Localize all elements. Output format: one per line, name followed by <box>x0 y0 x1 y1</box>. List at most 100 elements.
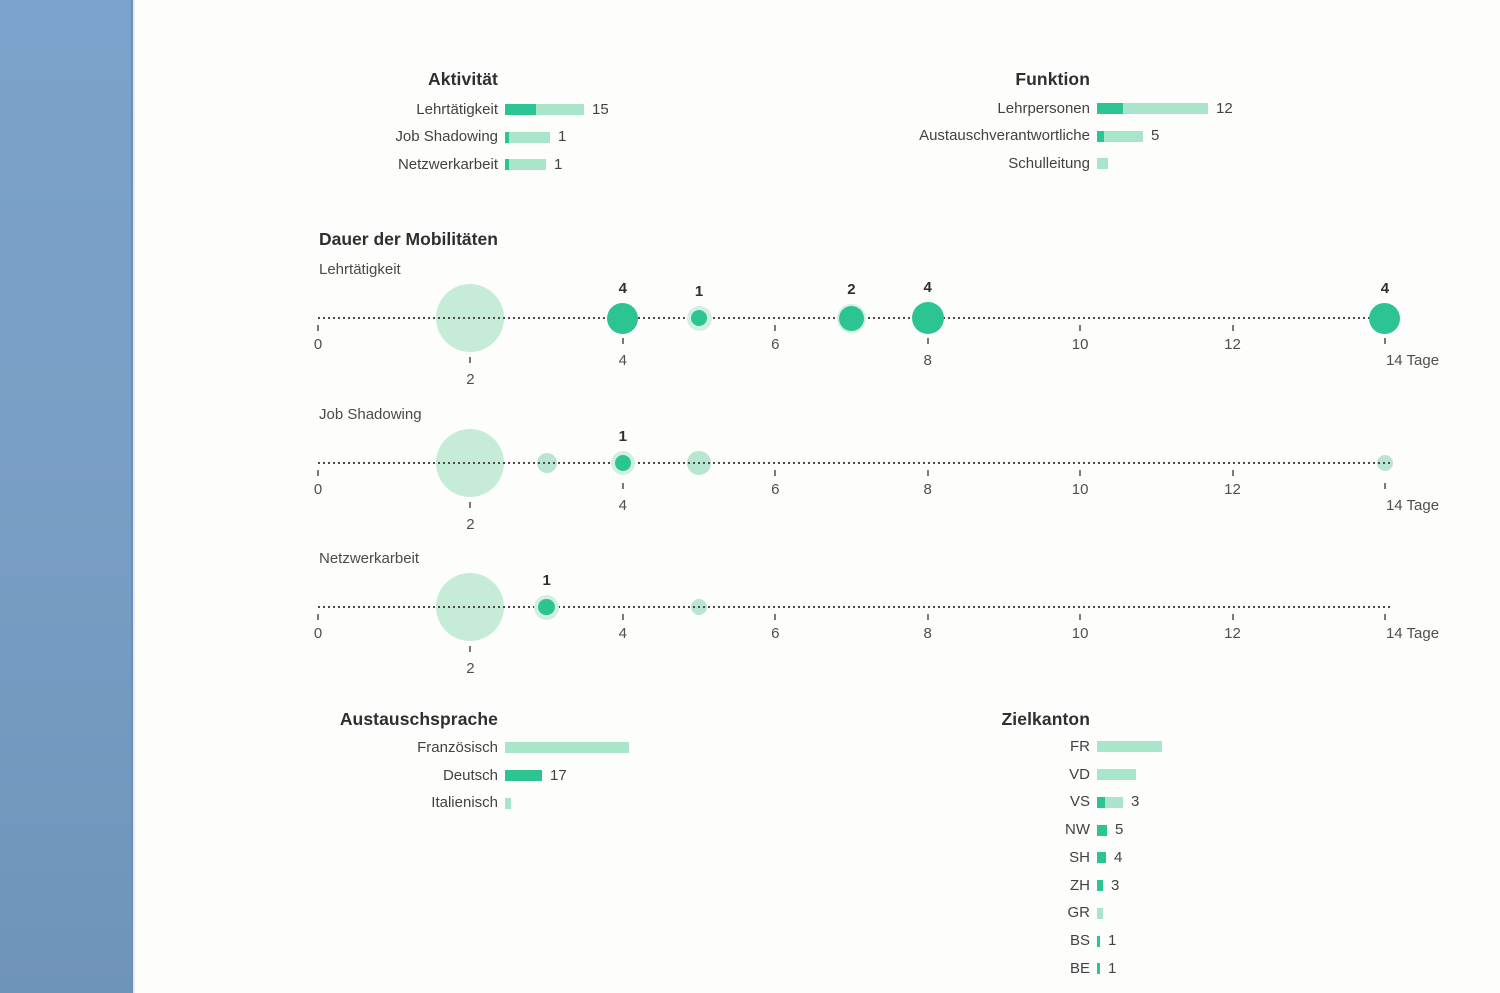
duration-bubble-value: 4 <box>923 279 932 296</box>
axis-tick-label: 0 <box>313 481 323 498</box>
bar-dark-segment[interactable] <box>1097 963 1100 975</box>
bar[interactable] <box>1097 158 1108 170</box>
bar-row: Job Shadowing 1 <box>300 124 609 152</box>
duration-row-label: Lehrtätigkeit <box>319 261 401 278</box>
duration-bubble[interactable] <box>614 454 632 472</box>
axis-tick-label: 8 <box>923 625 932 642</box>
bar-dark-segment[interactable] <box>505 770 542 782</box>
bar[interactable] <box>1097 963 1100 975</box>
bar-row: VS 3 <box>880 789 1162 817</box>
duration-bubble-value: 4 <box>618 279 627 297</box>
bar[interactable] <box>1097 852 1106 864</box>
duration-bubble[interactable] <box>690 309 708 327</box>
axis-tick <box>317 325 319 331</box>
bar-label: Italienisch <box>431 794 498 812</box>
bar-dark-segment[interactable] <box>1097 935 1100 947</box>
bar[interactable] <box>1097 880 1103 892</box>
language-chart-title: Austauschsprache <box>339 709 498 729</box>
bar[interactable] <box>505 104 584 116</box>
axis-tick <box>317 614 319 620</box>
bar-dark-segment[interactable] <box>1097 130 1104 142</box>
duration-bubble-value: 1 <box>618 428 627 445</box>
bar-light-segment[interactable] <box>1105 796 1123 808</box>
duration-bubble[interactable] <box>838 305 864 331</box>
bar-value: 5 <box>1115 821 1124 839</box>
axis-tick-label: 14 Tage <box>1385 497 1440 514</box>
bar-light-segment[interactable] <box>505 797 511 809</box>
bar-dark-segment[interactable] <box>1097 103 1123 115</box>
bar[interactable] <box>505 797 511 809</box>
canton-chart: FR VD VS 3 NW 5 SH 4 ZH 3 GR BS 1 BE 1 <box>880 733 1162 983</box>
bar-label: Deutsch <box>442 766 498 784</box>
bar-light-segment[interactable] <box>509 159 546 171</box>
bar[interactable] <box>505 770 542 782</box>
bar-label: Schulleitung <box>1008 154 1090 172</box>
axis-tick-label: 8 <box>923 352 932 369</box>
bar-dark-segment[interactable] <box>1097 852 1106 864</box>
axis-tick <box>1079 325 1082 331</box>
bar[interactable] <box>1097 796 1123 808</box>
axis-tick <box>317 470 319 476</box>
activity-chart-title: Aktivität <box>428 69 498 89</box>
bar[interactable] <box>1097 130 1143 142</box>
bar-light-segment[interactable] <box>1097 769 1136 781</box>
bar-dark-segment[interactable] <box>1097 796 1105 808</box>
duration-axis-line <box>318 606 1392 608</box>
bar-label: Job Shadowing <box>395 128 498 146</box>
bar-row: ZH 3 <box>880 872 1162 900</box>
axis-tick <box>774 325 777 331</box>
bar-value: 4 <box>1114 848 1123 866</box>
bar[interactable] <box>1097 769 1136 781</box>
bar[interactable] <box>505 742 629 754</box>
duration-axis-line <box>318 462 1392 464</box>
bar-light-segment[interactable] <box>505 742 629 754</box>
duration-bubble[interactable] <box>538 598 555 616</box>
axis-tick <box>621 614 624 620</box>
bar-dark-segment[interactable] <box>505 131 509 143</box>
axis-tick-label: 10 <box>1071 336 1089 353</box>
axis-tick <box>926 338 929 344</box>
axis-tick-label: 12 <box>1224 481 1241 498</box>
duration-row-label: Job Shadowing <box>319 406 422 423</box>
bar[interactable] <box>505 131 550 143</box>
axis-tick-label: 6 <box>771 336 780 353</box>
axis-tick-label: 2 <box>466 371 475 388</box>
bar[interactable] <box>1097 824 1107 836</box>
bar-light-segment[interactable] <box>509 131 550 143</box>
bar-dark-segment[interactable] <box>1097 824 1107 836</box>
duration-bubble[interactable] <box>1369 302 1401 334</box>
duration-bubble-value: 1 <box>542 571 551 589</box>
activity-chart: Lehrtätigkeit 15 Job Shadowing 1 Netzwerkarb… <box>300 96 609 179</box>
axis-tick-label: 0 <box>313 336 323 353</box>
bar[interactable] <box>1097 935 1100 947</box>
bar-label: VD <box>1069 765 1090 783</box>
bar-light-segment[interactable] <box>536 104 584 116</box>
bar-dark-segment[interactable] <box>505 104 536 116</box>
bar-label: Französisch <box>417 738 498 756</box>
bar[interactable] <box>1097 103 1208 115</box>
duration-row-label: Netzwerkarbeit <box>319 550 420 567</box>
bar-light-segment[interactable] <box>1123 103 1208 115</box>
duration-bubble[interactable] <box>607 302 639 334</box>
bar-light-segment[interactable] <box>1097 741 1162 753</box>
bar-light-segment[interactable] <box>1097 158 1108 170</box>
axis-tick <box>1383 614 1386 620</box>
bar[interactable] <box>1097 907 1103 919</box>
bar-dark-segment[interactable] <box>505 159 509 171</box>
bar-value: 17 <box>550 766 567 784</box>
bar[interactable] <box>1097 741 1162 753</box>
bar-row: Austauschverantwortliche 5 <box>880 123 1233 151</box>
bar-label: VS <box>1069 793 1090 811</box>
axis-tick-label: 2 <box>466 516 475 533</box>
bar-light-segment[interactable] <box>1104 130 1143 142</box>
bar-light-segment[interactable] <box>1097 907 1103 919</box>
duration-bubble[interactable] <box>911 302 944 334</box>
axis-tick-label: 4 <box>618 497 627 514</box>
bar-value: 1 <box>558 128 567 146</box>
axis-tick-label: 6 <box>771 625 780 642</box>
bar-row: BS 1 <box>880 927 1162 955</box>
bar-dark-segment[interactable] <box>1097 880 1103 892</box>
sidebar-panel <box>0 0 133 993</box>
bar[interactable] <box>505 159 546 171</box>
